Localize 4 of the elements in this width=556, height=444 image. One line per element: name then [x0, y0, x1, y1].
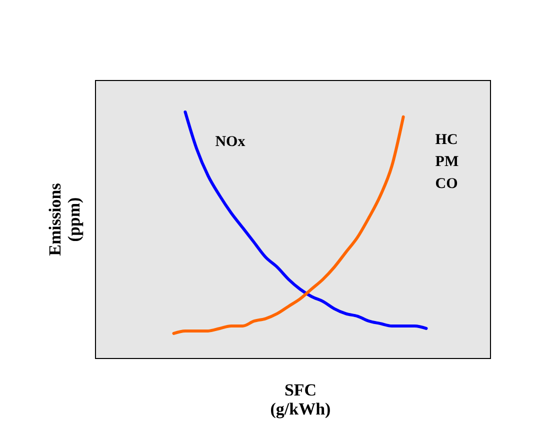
text: HC PM CO — [435, 132, 459, 192]
y-axis-title: Emissions (ppm) — [46, 182, 84, 256]
x-axis-title: SFC (g/kWh) — [270, 380, 331, 418]
series-label: NOx — [215, 134, 246, 150]
